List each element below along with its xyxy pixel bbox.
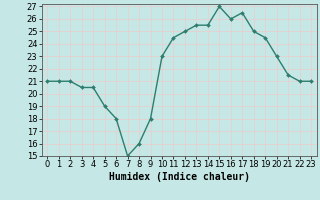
X-axis label: Humidex (Indice chaleur): Humidex (Indice chaleur) (109, 172, 250, 182)
